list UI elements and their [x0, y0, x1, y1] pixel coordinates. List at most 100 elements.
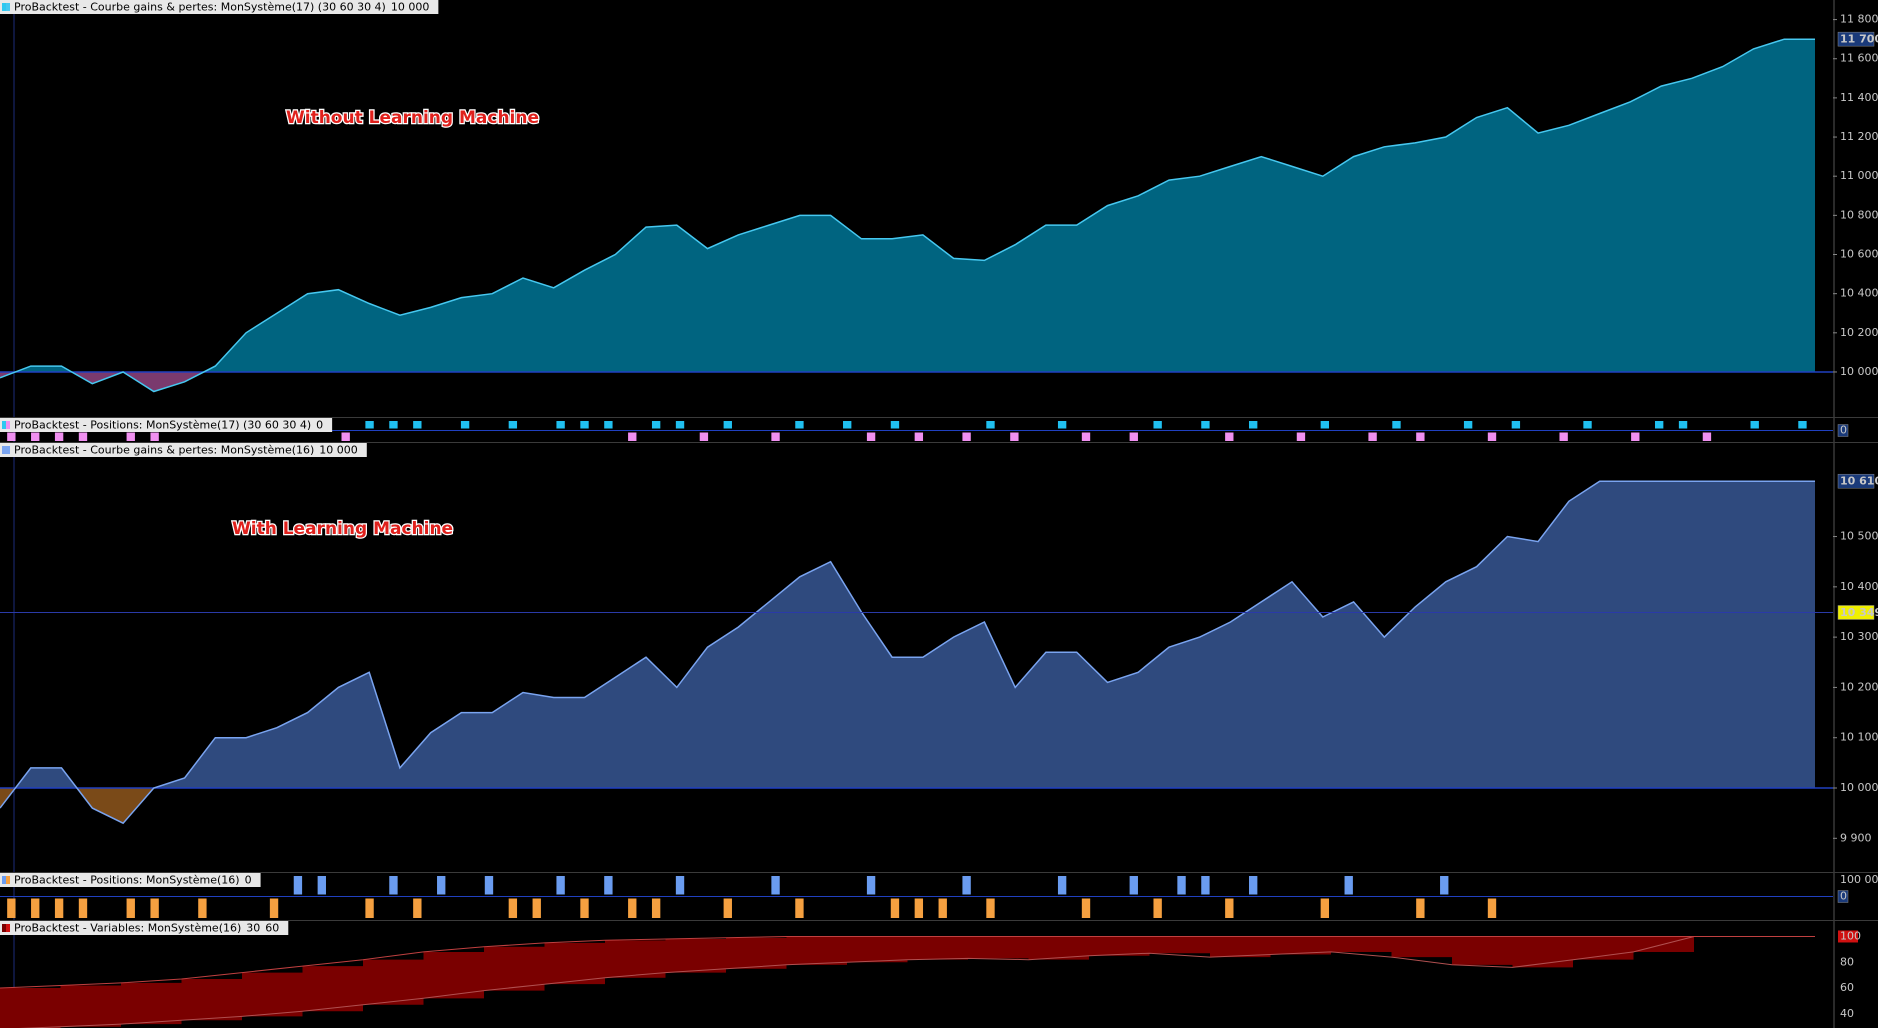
short-position: [628, 432, 637, 441]
header-bg: [0, 873, 261, 887]
short-position: [365, 898, 374, 918]
long-position: [843, 421, 852, 429]
short-position: [1225, 432, 1234, 441]
legend-swatch: [2, 446, 6, 454]
y-tick-label: 10 400: [1840, 287, 1878, 300]
long-position: [484, 876, 494, 895]
long-position: [1678, 421, 1688, 429]
short-position: [1416, 432, 1425, 441]
variable-band: [0, 936, 1815, 1028]
long-position: [1057, 421, 1067, 429]
y-tick-label: 10 100: [1840, 731, 1878, 744]
long-position: [1249, 421, 1258, 429]
y-tick-label: 10 400: [1840, 580, 1878, 593]
y-tick-label: 80: [1840, 955, 1854, 968]
short-position: [1487, 432, 1497, 441]
value-marker-label: 10 610: [1840, 475, 1878, 488]
value-marker-bg: [1837, 31, 1875, 47]
short-position: [1129, 432, 1138, 441]
long-position: [1153, 421, 1162, 429]
long-position: [460, 421, 470, 429]
short-position: [651, 898, 661, 918]
y-tick-label: 0: [1840, 424, 1847, 437]
short-position: [1081, 432, 1091, 441]
y-tick-label: 10 200: [1840, 680, 1878, 693]
long-position: [1249, 876, 1258, 895]
short-position: [508, 898, 518, 918]
short-position: [7, 898, 16, 918]
long-position: [389, 421, 398, 429]
legend-swatch: [6, 446, 10, 454]
y-tick-label: 10 200: [1840, 326, 1878, 339]
short-position: [1702, 432, 1712, 441]
value-marker-label: 11 700: [1840, 33, 1878, 46]
header-bg: [0, 418, 333, 432]
short-position: [1368, 432, 1377, 441]
y-tick-label: 0: [1840, 890, 1847, 903]
short-position: [1631, 432, 1640, 441]
panel-title: ProBacktest - Courbe gains & pertes: Mon…: [14, 444, 314, 457]
panel-title: ProBacktest - Positions: MonSystème(17) …: [14, 419, 311, 432]
long-position: [1201, 876, 1210, 895]
y-tick-label: 100 000: [1840, 873, 1878, 886]
equity-area: [0, 481, 1815, 824]
panel-title: ProBacktest - Positions: MonSystème(16): [14, 874, 240, 887]
long-position: [1798, 421, 1807, 429]
short-position: [962, 432, 971, 441]
short-position: [1487, 898, 1497, 918]
short-position: [1153, 898, 1162, 918]
long-position: [1511, 421, 1521, 429]
y-tick-label: 10 300: [1840, 630, 1878, 643]
y-tick: 0: [1837, 890, 1849, 903]
y-tick-label: 11 800: [1840, 13, 1878, 26]
y-tick-label: 11 000: [1840, 169, 1878, 182]
y-tick-label: 10 600: [1840, 248, 1878, 261]
short-position: [1081, 898, 1091, 918]
short-position: [1225, 898, 1234, 918]
y-tick-label: 10 000: [1840, 365, 1878, 378]
y-tick: 80: [1840, 955, 1854, 968]
short-position: [1296, 432, 1306, 441]
short-position: [126, 432, 135, 441]
short-position: [723, 898, 732, 918]
y-tick: 100: [1838, 929, 1861, 943]
legend-value: 10 000: [319, 444, 358, 457]
short-position: [795, 898, 804, 918]
long-position: [604, 421, 613, 429]
short-position: [890, 898, 900, 918]
legend-swatch: [6, 924, 10, 932]
value-marker: 11 700: [1837, 31, 1878, 47]
y-tick-label: 9 900: [1840, 831, 1872, 844]
y-tick-label: 40: [1840, 1007, 1854, 1020]
short-position: [31, 898, 40, 918]
legend-value: 10 000: [391, 1, 430, 14]
legend-swatch: [6, 3, 10, 11]
long-position: [580, 421, 589, 429]
long-position: [1057, 876, 1067, 895]
short-position: [7, 432, 16, 441]
y-tick-label: 10 000: [1840, 781, 1878, 794]
long-position: [1177, 876, 1186, 895]
long-position: [389, 876, 398, 895]
long-position: [1750, 421, 1759, 429]
value-marker: 10 349: [1837, 605, 1878, 620]
equity-line: [0, 38, 1815, 393]
long-position: [890, 421, 900, 429]
short-position: [699, 432, 709, 441]
long-position: [1129, 876, 1138, 895]
short-position: [1320, 898, 1330, 918]
short-position: [150, 898, 159, 918]
short-position: [1416, 898, 1425, 918]
y-tick-label: 60: [1840, 981, 1854, 994]
long-position: [1583, 421, 1592, 429]
y-tick-label: 10 800: [1840, 208, 1878, 221]
short-position: [1010, 432, 1019, 441]
panel-title: ProBacktest - Variables: MonSystème(16): [14, 922, 241, 935]
long-position: [365, 421, 374, 429]
short-position: [866, 432, 876, 441]
panel-header: ProBacktest - Variables: MonSystème(16) 3…: [0, 921, 289, 935]
short-position: [341, 432, 350, 441]
short-position: [1559, 432, 1568, 441]
long-position: [293, 876, 303, 895]
value-marker-bg: [1837, 890, 1849, 903]
